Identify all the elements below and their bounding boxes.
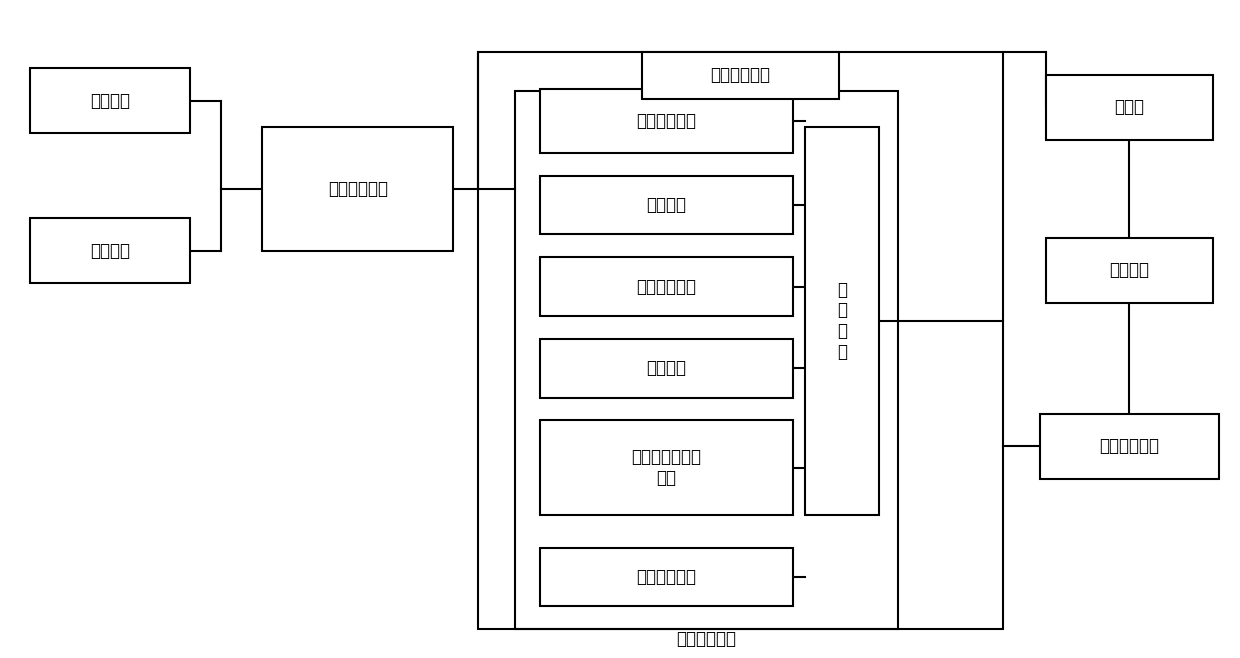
Text: 限流模块: 限流模块 [646,196,686,214]
Text: 反接保护模块: 反接保护模块 [636,568,697,586]
FancyBboxPatch shape [539,547,792,606]
Text: 第二控制模块: 第二控制模块 [1099,438,1159,455]
Text: 恒流快充模块: 恒流快充模块 [636,112,697,130]
Text: 太阳能板: 太阳能板 [91,91,130,110]
FancyBboxPatch shape [805,127,879,515]
FancyBboxPatch shape [262,127,454,251]
Text: 外接电源: 外接电源 [91,241,130,260]
Text: 第二充电模块: 第二充电模块 [676,630,737,648]
Text: 过流及短路保护
模块: 过流及短路保护 模块 [631,448,702,487]
Text: 蓄电池: 蓄电池 [1115,98,1145,116]
FancyBboxPatch shape [1045,74,1213,139]
FancyBboxPatch shape [539,420,792,515]
FancyBboxPatch shape [30,218,191,284]
Text: 停充模块: 停充模块 [646,359,686,377]
Text: 检测模块: 检测模块 [1110,261,1149,279]
FancyBboxPatch shape [1045,238,1213,303]
FancyBboxPatch shape [641,52,839,99]
FancyBboxPatch shape [539,89,792,153]
FancyBboxPatch shape [539,176,792,234]
FancyBboxPatch shape [539,339,792,397]
FancyBboxPatch shape [539,257,792,316]
Text: 涡流浮充模块: 涡流浮充模块 [636,278,697,295]
FancyBboxPatch shape [1039,414,1219,479]
FancyBboxPatch shape [30,68,191,134]
Text: 第一控制模块: 第一控制模块 [327,180,388,197]
Text: 第一充电模块: 第一充电模块 [711,66,770,84]
Text: 充
电
电
机: 充 电 电 机 [837,281,847,361]
